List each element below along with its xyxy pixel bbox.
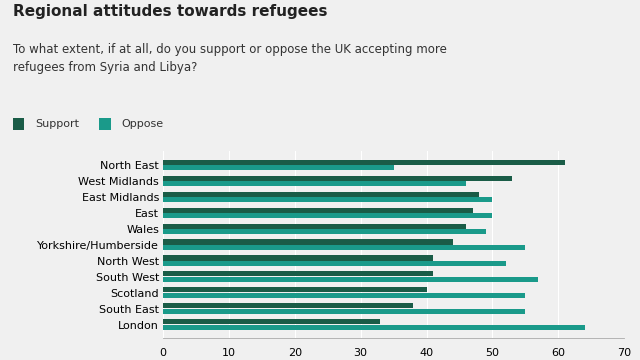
Bar — [163, 293, 525, 298]
Bar — [163, 277, 538, 282]
Bar — [163, 271, 433, 276]
Bar — [163, 208, 472, 213]
Bar — [163, 197, 492, 202]
Bar — [163, 319, 380, 324]
Bar — [163, 165, 394, 170]
Bar — [163, 309, 525, 314]
Bar — [163, 255, 433, 261]
Text: Support: Support — [35, 119, 79, 129]
Text: Oppose: Oppose — [122, 119, 164, 129]
Bar — [163, 181, 466, 186]
Bar — [163, 224, 466, 229]
Bar — [163, 261, 506, 266]
Text: Regional attitudes towards refugees: Regional attitudes towards refugees — [13, 4, 327, 19]
Bar — [163, 229, 486, 234]
Bar — [163, 287, 426, 292]
Text: To what extent, if at all, do you support or oppose the UK accepting more
refuge: To what extent, if at all, do you suppor… — [13, 43, 447, 74]
Bar — [163, 245, 525, 250]
Bar — [163, 239, 453, 244]
Bar — [163, 160, 564, 165]
Bar — [163, 303, 413, 309]
Bar — [163, 176, 512, 181]
Bar — [163, 325, 584, 330]
Bar — [163, 192, 479, 197]
Bar — [163, 213, 492, 218]
